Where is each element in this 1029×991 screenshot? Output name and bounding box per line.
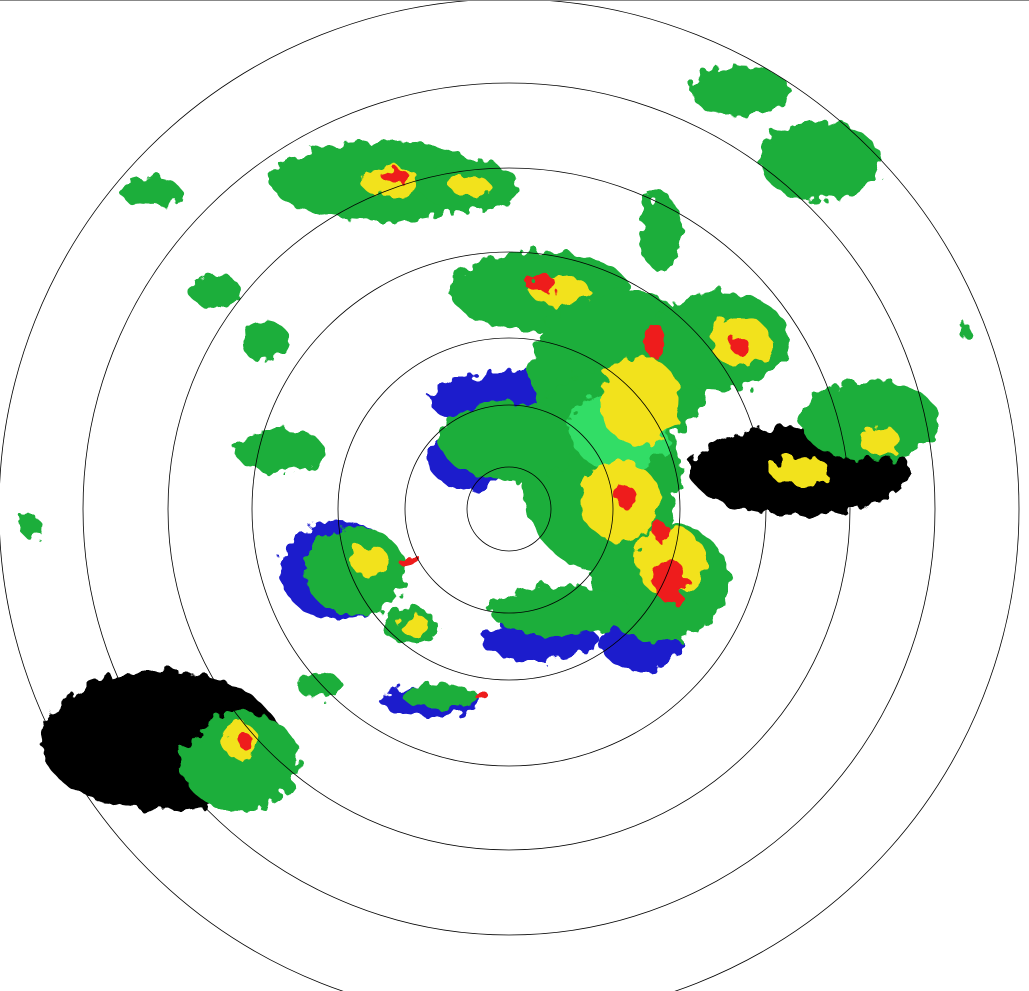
echo-moderate	[800, 381, 940, 461]
echo-core	[615, 484, 635, 508]
echo-core	[730, 338, 750, 354]
echo-moderate	[640, 191, 680, 271]
echo-moderate	[440, 401, 580, 481]
echo-moderate	[760, 121, 880, 201]
precipitation-echoes	[20, 66, 971, 811]
echo-moderate	[190, 273, 240, 309]
echo-strong	[860, 426, 900, 456]
echo-moderate	[240, 321, 290, 361]
echo-core	[473, 690, 487, 698]
echo-core	[645, 323, 665, 359]
echo-strong	[400, 616, 430, 636]
echo-strong	[350, 546, 390, 576]
echo-core	[381, 169, 409, 183]
#33dd66	[90, 691, 210, 751]
echo-core	[238, 733, 252, 749]
range-ring-4	[251, 251, 767, 767]
echo-strong	[770, 456, 830, 486]
echo-moderate	[120, 176, 180, 206]
echo-core	[524, 275, 556, 291]
range-ring-1	[466, 466, 552, 552]
echo-core	[652, 521, 668, 541]
range-ring-3	[337, 337, 681, 681]
echo-moderate	[402, 684, 478, 708]
echo-moderate	[180, 711, 300, 811]
echo-moderate	[305, 526, 405, 616]
echo-moderate	[20, 514, 40, 538]
echo-moderate	[235, 429, 325, 473]
echo-core	[398, 555, 422, 567]
echo-moderate	[690, 66, 790, 116]
range-ring-5	[167, 167, 851, 851]
echo-strong	[600, 356, 680, 446]
echo-strong	[450, 176, 490, 196]
echo-moderate	[298, 672, 342, 700]
range-ring-6	[82, 82, 936, 936]
echo-core	[654, 559, 686, 603]
echo-moderate	[959, 323, 971, 339]
echo-moderate	[490, 586, 630, 636]
range-ring-2	[404, 404, 614, 614]
